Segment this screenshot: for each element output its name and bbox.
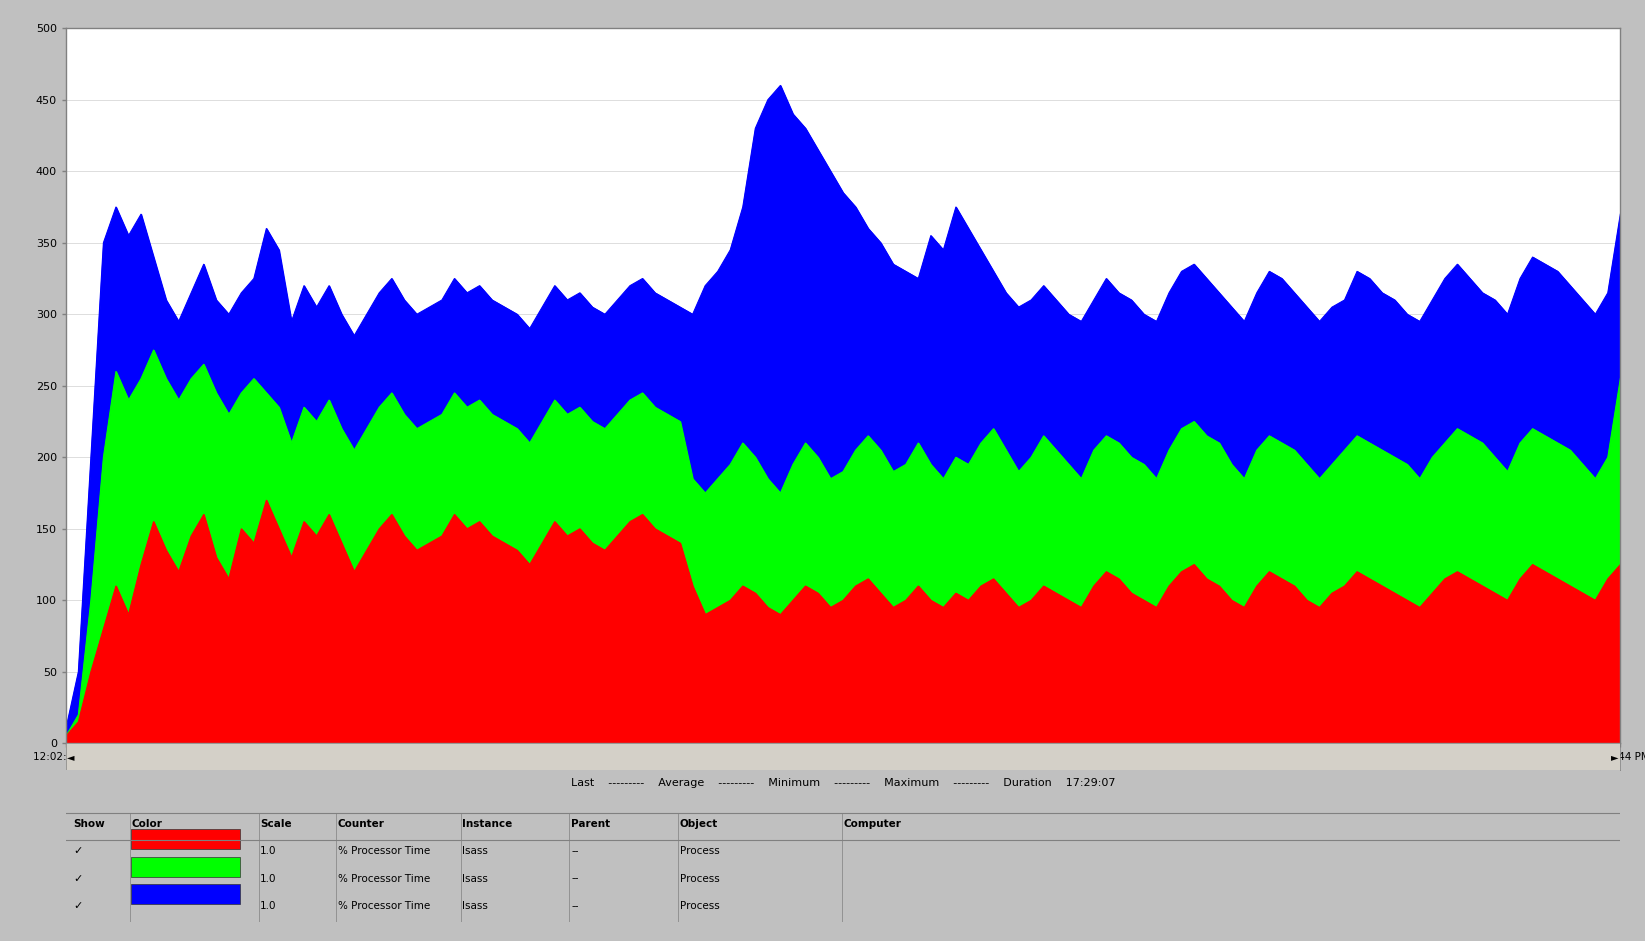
Text: --: -- (571, 901, 579, 911)
Text: ►: ► (1610, 752, 1619, 762)
Text: --: -- (571, 873, 579, 884)
Text: 1.0: 1.0 (260, 846, 276, 856)
Text: Process: Process (679, 846, 719, 856)
Text: % Processor Time: % Processor Time (337, 846, 429, 856)
Text: Process: Process (679, 873, 719, 884)
Text: Parent: Parent (571, 819, 610, 829)
Text: Scale: Scale (260, 819, 291, 829)
Text: lsass: lsass (462, 901, 489, 911)
Text: ◄: ◄ (67, 752, 76, 762)
Bar (132, 829, 240, 849)
Text: 1.0: 1.0 (260, 901, 276, 911)
Text: % Processor Time: % Processor Time (337, 873, 429, 884)
Text: lsass: lsass (462, 846, 489, 856)
Text: Color: Color (132, 819, 161, 829)
Text: Computer: Computer (844, 819, 901, 829)
Text: Counter: Counter (337, 819, 385, 829)
Text: % Processor Time: % Processor Time (337, 901, 429, 911)
Bar (132, 857, 240, 877)
Text: 1.0: 1.0 (260, 873, 276, 884)
Text: ✓: ✓ (74, 901, 82, 911)
Text: --: -- (571, 846, 579, 856)
Text: Object: Object (679, 819, 719, 829)
Text: ✓: ✓ (74, 873, 82, 884)
Text: Show: Show (74, 819, 105, 829)
Bar (132, 885, 240, 904)
Text: lsass: lsass (462, 873, 489, 884)
Text: Process: Process (679, 901, 719, 911)
Text: Instance: Instance (462, 819, 513, 829)
Text: ✓: ✓ (74, 846, 82, 856)
Text: Last    ---------    Average    ---------    Minimum    ---------    Maximum    : Last --------- Average --------- Minimum… (571, 778, 1115, 788)
